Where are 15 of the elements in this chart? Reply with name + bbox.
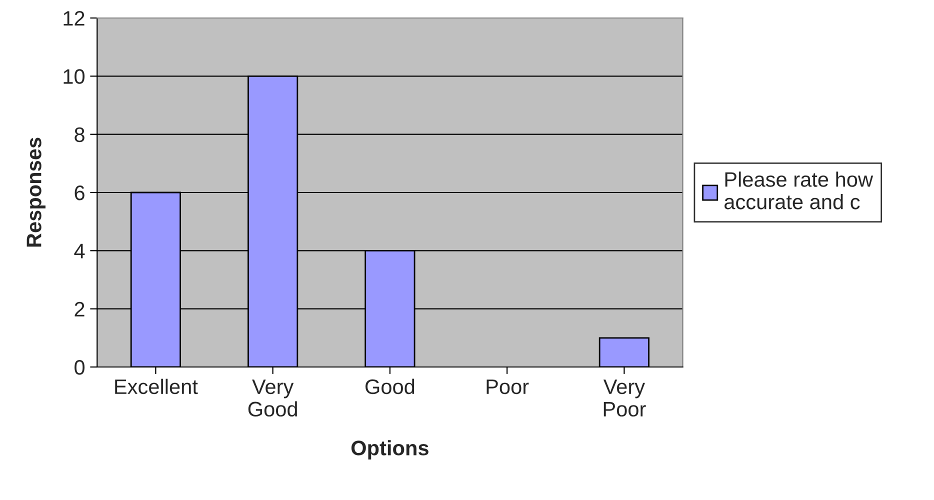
y-axis-title: Responses bbox=[26, 138, 46, 247]
y-tick-label: 8 bbox=[74, 127, 84, 142]
x-tick-label: Excellent bbox=[115, 378, 198, 394]
y-tick-label: 2 bbox=[74, 302, 84, 316]
x-tick-label: Very Poor bbox=[603, 380, 646, 417]
y-tick-label: 10 bbox=[64, 69, 85, 84]
x-axis-title: Options bbox=[351, 440, 428, 460]
x-tick-label: Poor bbox=[486, 380, 529, 394]
x-tick-label: Very Good bbox=[248, 380, 297, 417]
y-tick-label: 6 bbox=[74, 186, 84, 200]
legend-label: Please rate how accurate and c bbox=[724, 172, 874, 210]
y-tick-label: 4 bbox=[74, 244, 85, 258]
y-tick-label: 0 bbox=[74, 360, 85, 375]
x-tick-label: Good bbox=[366, 378, 414, 394]
y-tick-label: 12 bbox=[64, 11, 84, 26]
